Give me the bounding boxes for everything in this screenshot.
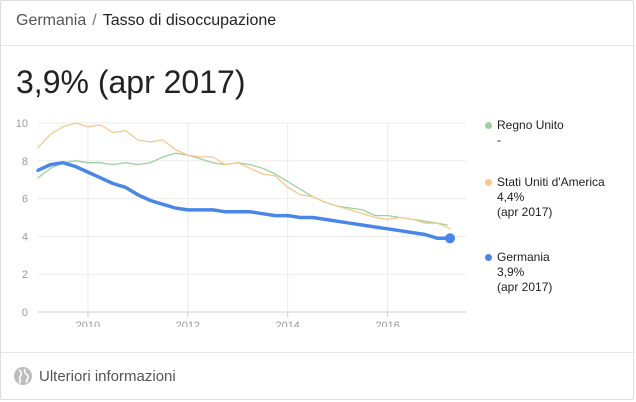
y-tick-label: 0 <box>22 307 28 319</box>
legend-date: (apr 2017) <box>497 280 553 294</box>
legend-name: Germania <box>497 250 550 264</box>
headline-value: 3,9% (apr 2017) <box>16 64 246 100</box>
y-axis-ticks: 0 2 4 6 8 10 <box>16 118 28 319</box>
legend-item-stati-uniti[interactable]: Stati Uniti d'America 4,4% (apr 2017) <box>485 175 607 220</box>
series-line-2 <box>36 160 452 241</box>
globe-icon <box>14 367 32 385</box>
x-tick-label: 2012 <box>176 320 200 327</box>
breadcrumb-metric: Tasso di disoccupazione <box>102 12 277 29</box>
legend-color-dot <box>485 254 492 261</box>
legend-item-regno-unito[interactable]: Regno Unito - <box>485 118 564 148</box>
x-axis-ticks: 2010 2012 2014 2016 <box>76 320 400 327</box>
legend-name: Regno Unito <box>497 118 564 132</box>
series-line-1 <box>37 122 451 230</box>
more-info-link[interactable]: Ulteriori informazioni <box>13 366 176 386</box>
breadcrumb-country[interactable]: Germania <box>16 12 87 29</box>
legend-item-germania[interactable]: Germania 3,9% (apr 2017) <box>485 250 553 295</box>
y-tick-label: 8 <box>22 156 28 168</box>
y-tick-label: 6 <box>22 194 28 206</box>
series-end-point <box>445 233 456 244</box>
legend-value: 3,9% <box>497 265 525 279</box>
breadcrumb: Germania / Tasso di disoccupazione <box>16 12 276 30</box>
y-tick-label: 4 <box>22 231 28 243</box>
chart-grid <box>38 122 466 317</box>
legend-color-dot <box>485 179 492 186</box>
legend-name: Stati Uniti d'America <box>497 175 605 189</box>
legend-value: 4,4% <box>497 190 525 204</box>
x-tick-label: 2010 <box>76 320 100 327</box>
x-tick-label: 2014 <box>275 320 299 327</box>
chart-series <box>36 122 456 244</box>
x-tick-label: 2016 <box>375 320 399 327</box>
header-divider <box>1 45 635 46</box>
series-line-0 <box>37 152 449 226</box>
legend-value: - <box>497 133 501 147</box>
legend-color-dot <box>485 122 492 129</box>
y-tick-label: 2 <box>22 269 28 281</box>
unemployment-chart[interactable]: 0 2 4 6 8 10 2010 2012 2014 2016 <box>1 105 635 327</box>
legend-date: (apr 2017) <box>497 205 553 219</box>
footer-divider <box>1 352 635 353</box>
y-tick-label: 10 <box>16 118 28 130</box>
breadcrumb-separator: / <box>92 12 97 29</box>
more-info-label: Ulteriori informazioni <box>39 367 176 385</box>
